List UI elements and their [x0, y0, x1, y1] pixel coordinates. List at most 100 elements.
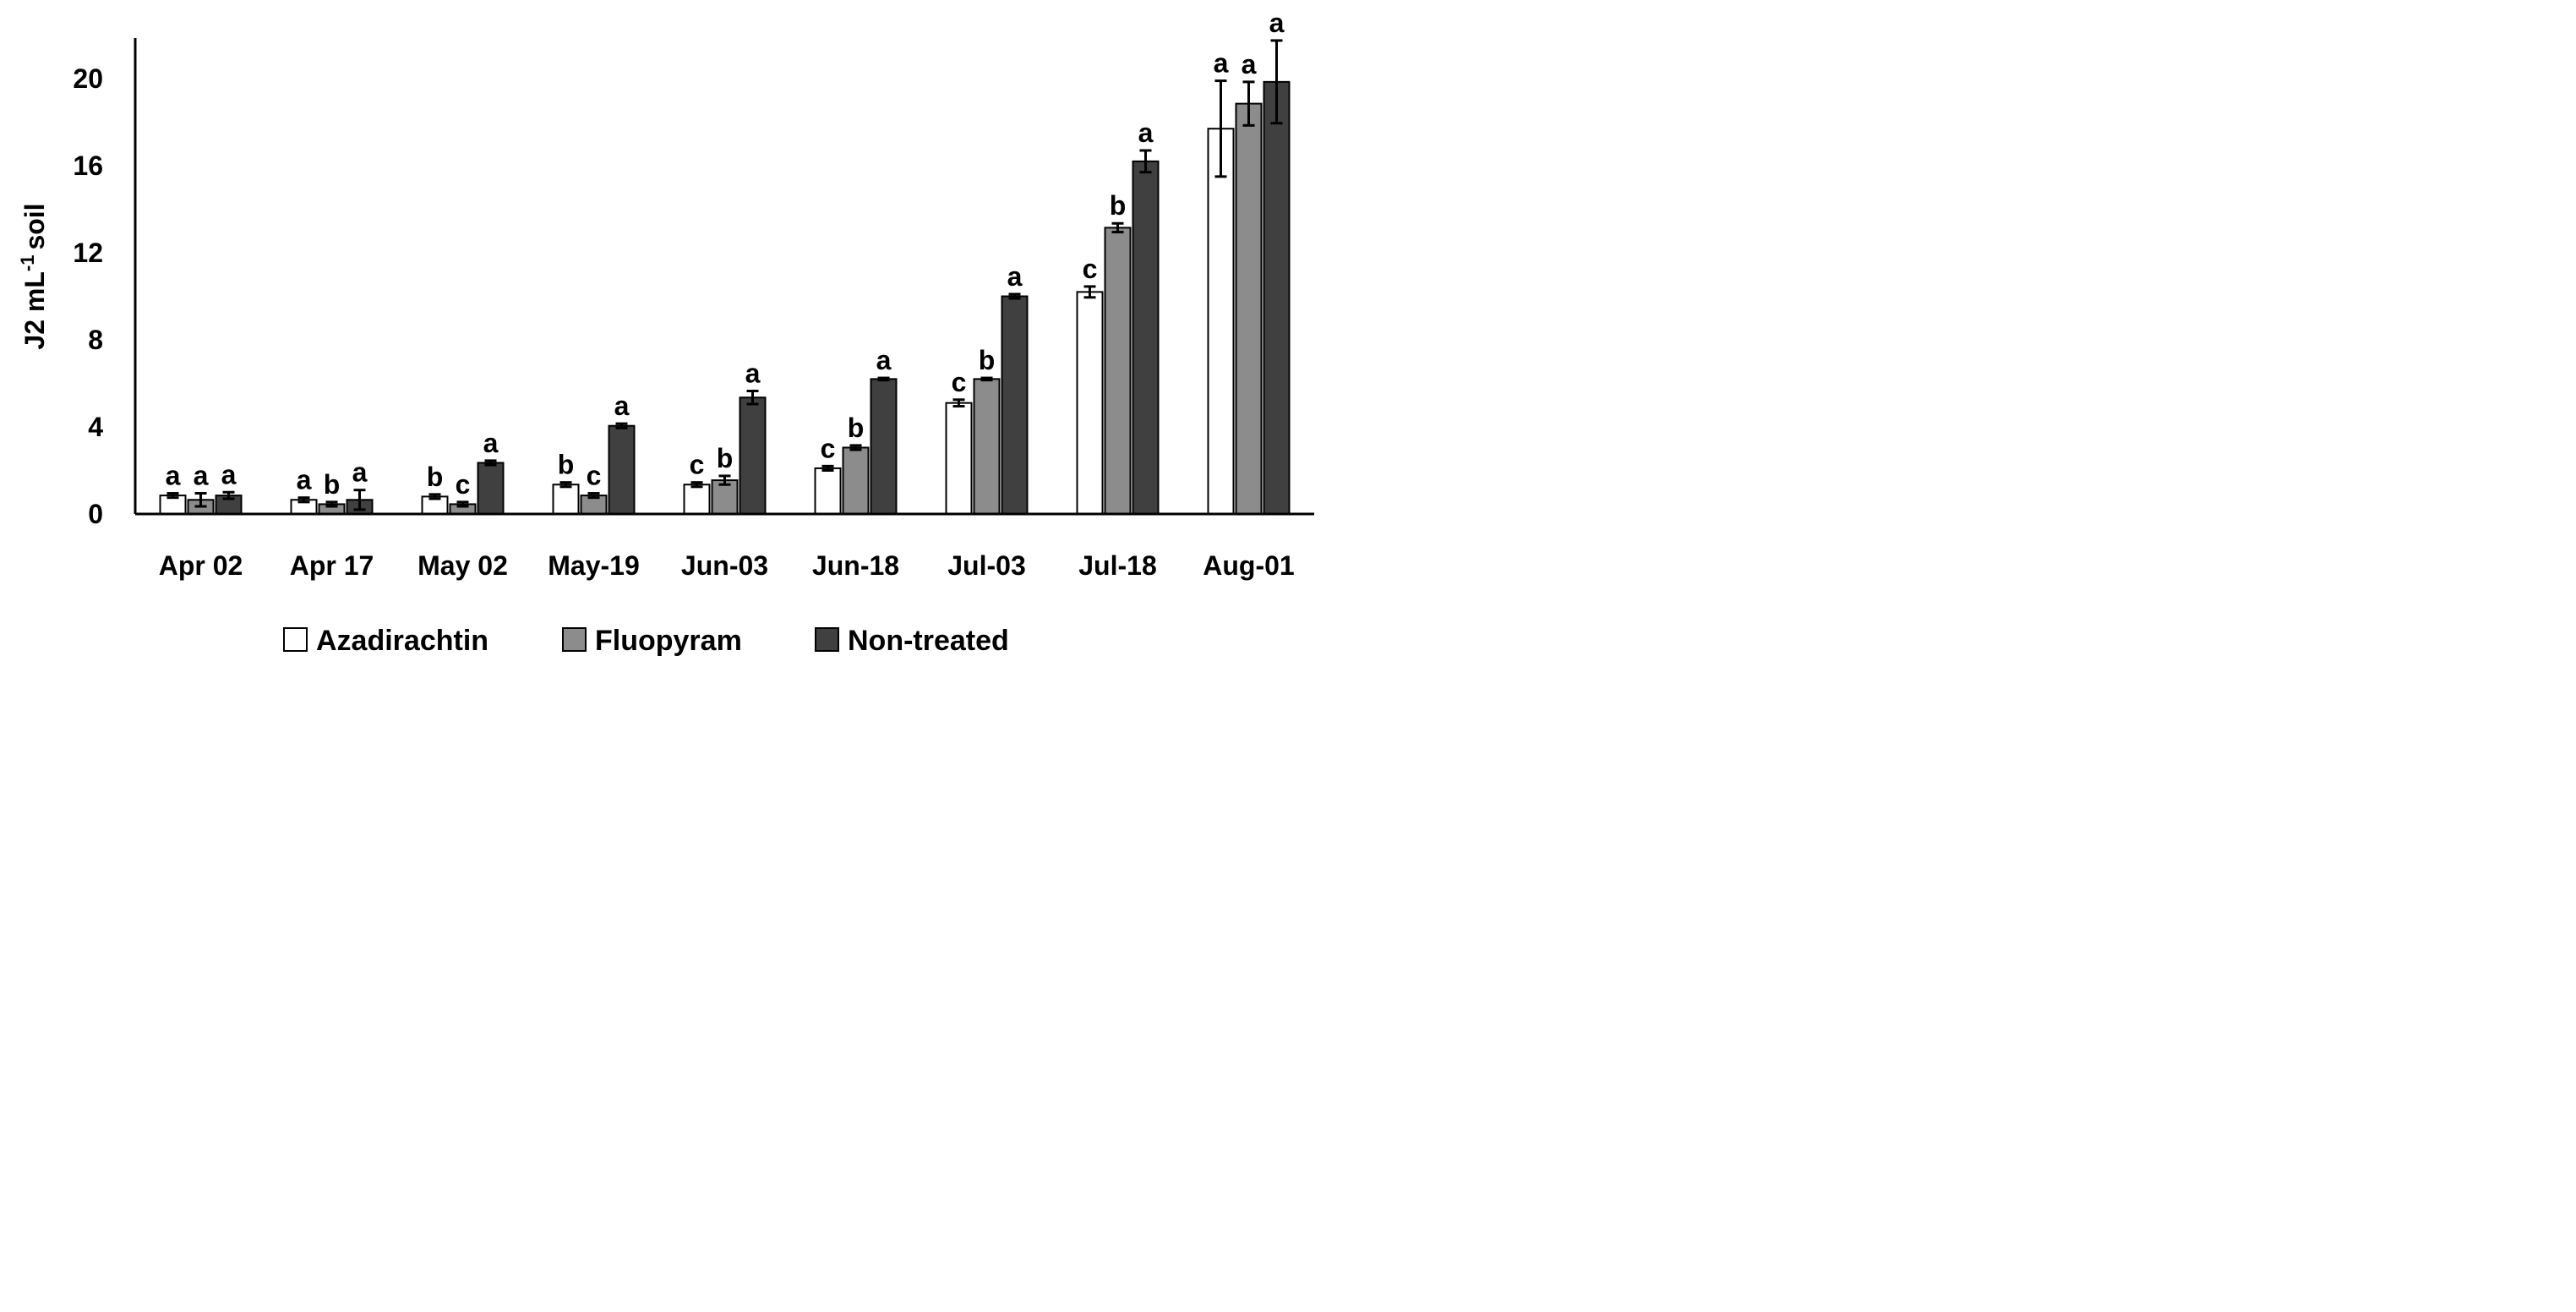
error-bar [222, 490, 235, 500]
y-tick-label: 8 [88, 325, 103, 355]
error-bar [952, 398, 965, 408]
error-bar [1008, 292, 1021, 300]
error-bar [559, 481, 572, 489]
bar-fluopyram-7 [1104, 227, 1132, 515]
bar-azadirachtin-4 [683, 484, 711, 515]
error-bars-layer [166, 39, 1283, 511]
significance-letter: b [427, 462, 444, 492]
significance-letter: a [614, 391, 630, 421]
significance-letter: c [456, 469, 471, 500]
x-tick-label: Apr 17 [290, 550, 374, 581]
legend-swatch-fluopyram [562, 627, 587, 652]
significance-letter: a [1242, 49, 1257, 79]
legend-label-fluopyram: Fluopyram [595, 625, 742, 657]
error-bar [1270, 39, 1283, 125]
significance-letter: a [745, 358, 761, 389]
significance-letter: c [1083, 254, 1098, 284]
bar-azadirachtin-8 [1207, 128, 1235, 515]
bar-non-treated-2 [477, 462, 505, 515]
y-tick-label: 16 [73, 150, 103, 181]
y-tick-label: 20 [73, 63, 103, 94]
significance-letter: b [979, 345, 996, 375]
significance-letter: a [194, 461, 209, 491]
bar-non-treated-4 [739, 396, 767, 515]
legend: Azadirachtin Fluopyram Non-treated [283, 625, 1009, 657]
x-tick-label: Aug-01 [1203, 550, 1294, 581]
bar-fluopyram-5 [842, 446, 870, 516]
error-bar [1214, 79, 1227, 178]
y-tick-label: 4 [88, 412, 103, 442]
bar-non-treated-6 [1001, 295, 1029, 515]
x-tick-label: May 02 [418, 550, 508, 581]
y-axis-title: J2 mL-1 soil [17, 203, 50, 349]
error-bar [456, 500, 469, 508]
error-bar [587, 492, 600, 500]
legend-label-azadirachtin: Azadirachtin [316, 625, 488, 657]
bar-non-treated-5 [870, 378, 898, 515]
bar-fluopyram-6 [973, 378, 1001, 515]
significance-letter: c [952, 367, 967, 397]
error-bar [877, 376, 890, 382]
error-bar [194, 492, 207, 508]
y-axis-title-main: J2 mL [19, 271, 50, 349]
significance-letter: a [876, 345, 892, 375]
error-bar [325, 500, 338, 508]
significance-letter: b [324, 469, 341, 500]
x-tick-label: Jul-03 [947, 550, 1025, 581]
significance-letter: b [1110, 190, 1127, 221]
significance-letter: b [558, 450, 575, 480]
error-bar [1111, 221, 1124, 234]
error-bar [746, 390, 759, 406]
x-tick-label: Jun-03 [681, 550, 768, 581]
bar-azadirachtin-5 [814, 467, 842, 515]
bar-azadirachtin-7 [1076, 291, 1104, 515]
significance-letter: a [1007, 261, 1023, 292]
legend-swatch-non-treated [815, 627, 839, 652]
bar-non-treated-8 [1263, 80, 1291, 516]
error-bar [615, 422, 628, 429]
tick-labels-layer: Apr 02 Apr 17 May 02 May-19 Jun-03 Jun-18 Jul-… [73, 63, 1294, 581]
significance-letter: a [1269, 8, 1285, 38]
error-bar [849, 444, 862, 451]
error-bar [484, 459, 497, 467]
error-bar [980, 376, 993, 382]
significance-letter: b [848, 413, 865, 443]
significance-letter: c [690, 450, 705, 480]
error-bar [821, 464, 834, 472]
y-tick-label: 0 [88, 499, 103, 529]
x-tick-label: Jun-18 [812, 550, 899, 581]
y-tick-label: 12 [73, 238, 103, 268]
x-tick-label: Jul-18 [1078, 550, 1156, 581]
significance-letter: c [587, 461, 602, 491]
bar-azadirachtin-3 [552, 484, 580, 515]
x-tick-label: Apr 02 [159, 550, 243, 581]
significance-letter: a [1138, 118, 1154, 148]
axes-layer [134, 38, 1314, 516]
error-bar [690, 481, 703, 489]
significance-letter: a [297, 465, 312, 495]
legend-label-non-treated: Non-treated [848, 625, 1009, 657]
significance-letter: a [166, 461, 181, 491]
significance-letter: a [221, 459, 237, 489]
x-tick-label: May-19 [548, 550, 640, 581]
bar-non-treated-3 [608, 424, 636, 515]
error-bar [166, 492, 179, 500]
significance-letter: b [717, 443, 734, 473]
bar-fluopyram-8 [1235, 102, 1263, 516]
error-bar [1139, 149, 1152, 174]
legend-swatch-azadirachtin [283, 627, 308, 652]
y-axis-title-superscript: -1 [17, 255, 38, 272]
legend-item-azadirachtin: Azadirachtin [283, 625, 488, 657]
significance-letter: c [821, 433, 836, 463]
legend-item-non-treated: Non-treated [815, 625, 1009, 657]
bar-azadirachtin-6 [945, 402, 973, 515]
y-axis-title-suffix: soil [19, 203, 50, 249]
significance-letter: a [352, 457, 368, 488]
error-bar [297, 496, 310, 504]
error-bar [1083, 285, 1096, 299]
significance-letter: a [1214, 48, 1229, 79]
error-bar [428, 493, 441, 500]
error-bar [718, 474, 731, 486]
